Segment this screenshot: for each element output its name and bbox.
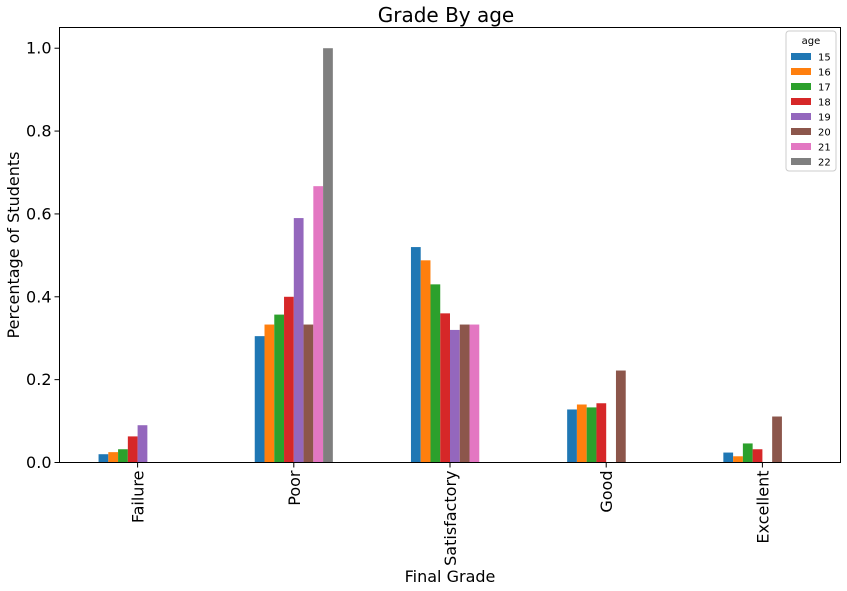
legend-swatch-age-15 xyxy=(791,53,811,60)
bar-good-age-18 xyxy=(596,403,607,463)
bar-satisfactory-age-18 xyxy=(440,313,450,463)
bar-satisfactory-age-17 xyxy=(430,284,441,463)
bar-excellent-age-16 xyxy=(733,456,743,463)
y-tick-label: 0.4 xyxy=(26,287,51,306)
bars-layer xyxy=(98,48,782,463)
legend-label-age-21: 21 xyxy=(818,143,831,154)
legend-label-age-16: 16 xyxy=(818,68,831,79)
x-tick-label-failure: Failure xyxy=(129,471,148,524)
bar-satisfactory-age-20 xyxy=(459,324,470,463)
bar-satisfactory-age-16 xyxy=(420,260,431,463)
bar-excellent-age-20 xyxy=(772,416,782,463)
bar-good-age-15 xyxy=(567,409,577,463)
bar-failure-age-19 xyxy=(137,425,148,463)
bar-failure-age-18 xyxy=(127,436,138,463)
bar-failure-age-17 xyxy=(118,449,128,463)
legend-swatch-age-22 xyxy=(791,158,811,165)
bar-failure-age-15 xyxy=(98,454,109,463)
bar-poor-age-21 xyxy=(313,186,324,463)
bar-poor-age-16 xyxy=(264,324,275,463)
bar-poor-age-19 xyxy=(293,218,304,463)
x-tick-label-good: Good xyxy=(597,471,616,513)
bar-poor-age-15 xyxy=(254,336,265,463)
chart-title: Grade By age xyxy=(378,3,515,27)
bar-failure-age-16 xyxy=(108,452,119,463)
bar-good-age-17 xyxy=(586,407,597,463)
legend-swatch-age-18 xyxy=(791,98,811,105)
bar-poor-age-18 xyxy=(284,296,294,463)
legend-label-age-22: 22 xyxy=(818,158,831,169)
bar-satisfactory-age-19 xyxy=(450,329,460,463)
legend-swatch-age-20 xyxy=(791,128,811,135)
bar-poor-age-22 xyxy=(323,48,333,463)
y-tick-label: 0.8 xyxy=(26,122,51,141)
x-axis-label: Final Grade xyxy=(405,567,496,586)
legend-label-age-15: 15 xyxy=(818,53,831,64)
y-tick-label: 0.2 xyxy=(26,370,51,389)
bar-satisfactory-age-21 xyxy=(469,324,480,463)
x-tick-label-excellent: Excellent xyxy=(753,471,772,544)
legend-label-age-18: 18 xyxy=(818,98,831,109)
legend-swatch-age-16 xyxy=(791,68,811,75)
y-tick-label: 0.6 xyxy=(26,204,51,223)
legend-swatch-age-21 xyxy=(791,143,811,150)
bar-excellent-age-18 xyxy=(752,449,763,463)
legend-swatch-age-19 xyxy=(791,113,811,120)
bar-good-age-20 xyxy=(615,370,626,463)
bar-good-age-16 xyxy=(576,404,587,463)
x-axis: Failure Poor Satisfactory Good Excellent xyxy=(129,462,772,566)
bar-poor-age-20 xyxy=(303,324,314,463)
y-tick-label: 0.0 xyxy=(26,453,51,472)
y-axis-label: Percentage of Students xyxy=(4,152,23,339)
bar-excellent-age-17 xyxy=(742,443,753,463)
bar-poor-age-17 xyxy=(274,314,285,463)
legend-label-age-17: 17 xyxy=(818,83,831,94)
bar-excellent-age-15 xyxy=(723,452,734,463)
y-axis: 0.0 0.2 0.4 0.6 0.8 1.0 xyxy=(26,39,60,472)
y-tick-label: 1.0 xyxy=(26,39,51,58)
legend-label-age-20: 20 xyxy=(818,128,831,139)
legend-label-age-19: 19 xyxy=(818,113,831,124)
x-tick-label-satisfactory: Satisfactory xyxy=(441,471,460,566)
legend-swatch-age-17 xyxy=(791,83,811,90)
x-tick-label-poor: Poor xyxy=(285,470,304,506)
legend: age 15 16 17 18 19 20 21 22 xyxy=(785,30,837,172)
legend-title: age xyxy=(802,36,821,47)
bar-satisfactory-age-15 xyxy=(410,247,421,463)
